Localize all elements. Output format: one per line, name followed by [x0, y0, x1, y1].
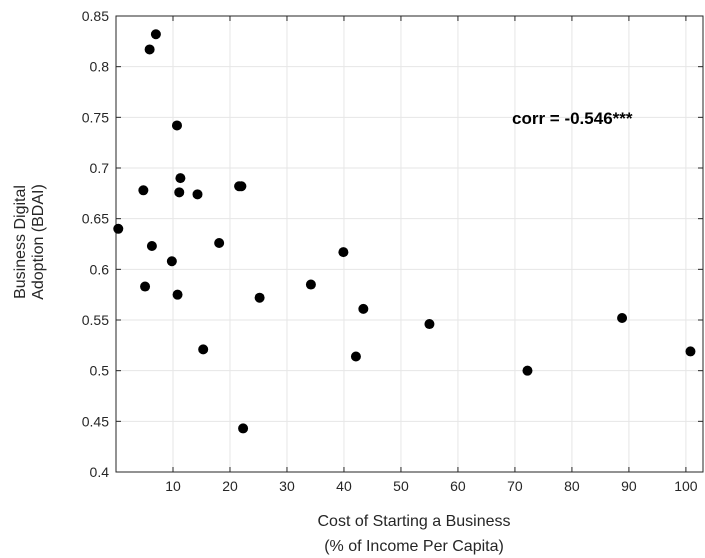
x-tick-label: 40: [336, 478, 352, 494]
y-tick-label: 0.8: [90, 59, 110, 75]
x-tick-label: 80: [564, 478, 580, 494]
y-axis-label-line-1: Business Digital: [12, 185, 29, 299]
data-point: [350, 351, 361, 362]
x-axis-label-line-2: (% of Income Per Capita): [324, 538, 504, 555]
y-tick-label: 0.4: [90, 464, 110, 480]
data-point: [140, 281, 151, 292]
data-point: [144, 44, 155, 55]
y-tick-label: 0.65: [82, 211, 109, 227]
axis-ticks: 10 20 30 40 50 60 70 80 90 100 0.4 0.45 0.5 0.55 0.6 0.…: [82, 8, 703, 494]
data-point: [171, 120, 182, 131]
x-tick-label: 100: [674, 478, 698, 494]
y-tick-label: 0.45: [82, 413, 109, 429]
x-tick-label: 60: [450, 478, 466, 494]
data-point: [113, 223, 124, 234]
data-point: [146, 241, 157, 252]
y-tick-label: 0.75: [82, 109, 109, 125]
data-point: [238, 423, 249, 434]
y-tick-label: 0.6: [90, 261, 110, 277]
data-point: [166, 256, 177, 267]
data-point: [150, 29, 161, 40]
data-point: [174, 187, 185, 198]
data-point: [198, 344, 209, 355]
data-point: [338, 247, 349, 258]
x-tick-label: 50: [393, 478, 409, 494]
correlation-annotation: corr = -0.546***: [512, 109, 633, 128]
data-point: [175, 173, 186, 184]
x-tick-label: 20: [222, 478, 238, 494]
data-point: [254, 292, 265, 303]
y-tick-label: 0.55: [82, 312, 109, 328]
data-point: [424, 319, 435, 330]
y-tick-label: 0.85: [82, 8, 109, 24]
data-point: [685, 346, 696, 357]
x-tick-label: 30: [279, 478, 295, 494]
data-point: [305, 279, 316, 290]
data-point: [617, 312, 628, 323]
x-tick-label: 90: [621, 478, 637, 494]
data-point: [236, 181, 247, 192]
y-axis-label-line-2: Adoption (BDAI): [30, 184, 47, 300]
data-points: [113, 29, 696, 434]
x-axis-label-line-1: Cost of Starting a Business: [318, 513, 511, 530]
data-point: [522, 365, 533, 376]
data-point: [358, 303, 369, 314]
data-point: [192, 189, 203, 200]
x-tick-label: 10: [165, 478, 181, 494]
y-tick-label: 0.5: [90, 363, 110, 379]
data-point: [172, 289, 183, 300]
y-tick-label: 0.7: [90, 160, 110, 176]
grid-lines: [116, 15, 703, 473]
data-point: [138, 185, 149, 196]
x-tick-label: 70: [507, 478, 523, 494]
plot-area-frame: [115, 15, 704, 473]
data-point: [214, 237, 225, 248]
